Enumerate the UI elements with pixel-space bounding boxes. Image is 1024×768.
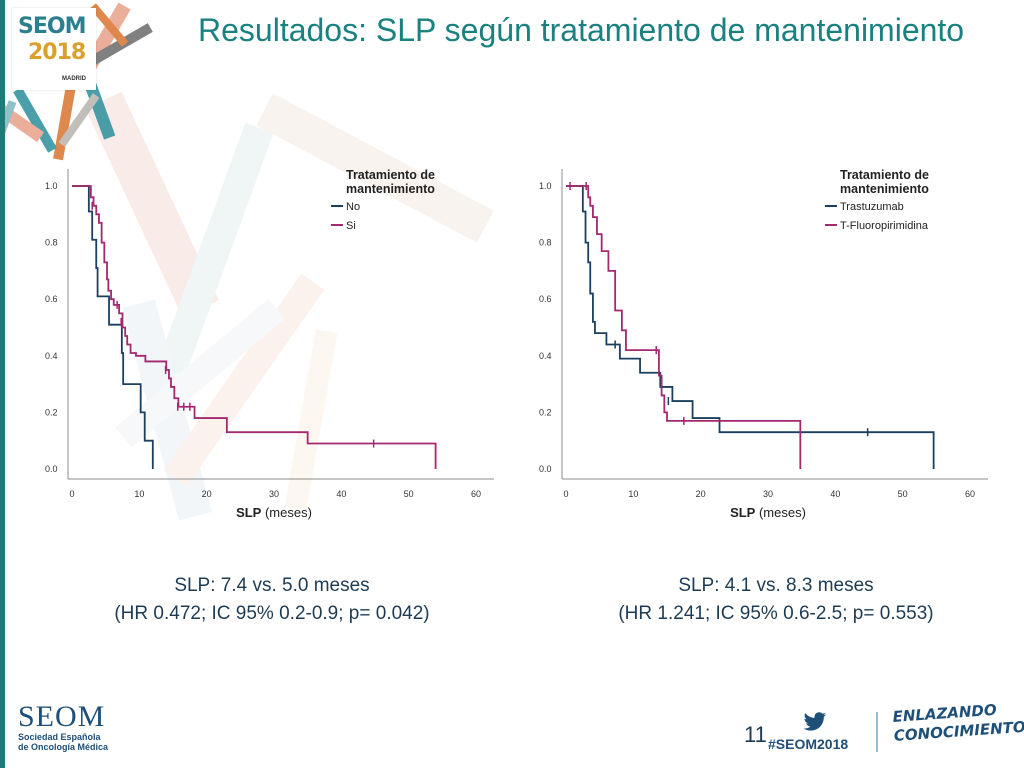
y-tick-label: 0.0: [539, 464, 552, 474]
y-tick-label: 1.0: [45, 181, 58, 191]
legend-label: No: [346, 201, 360, 213]
x-tick-label: 10: [628, 489, 638, 499]
legend-label: Si: [346, 220, 356, 232]
hashtag-link[interactable]: #SEOM2018: [768, 736, 849, 752]
x-tick-label: 0: [563, 489, 568, 499]
km-chart-right: 0.0 0.2 0.4 0.6 0.8 1.0 0 10 20 30 40 50 60 SLP (mese…: [539, 168, 988, 520]
twitter-bird-icon: [803, 712, 826, 731]
page-number: 11: [744, 722, 767, 747]
society-name: SEOM: [18, 700, 106, 733]
y-tick-label: 0.4: [45, 351, 58, 361]
x-axis-label: SLP (meses): [730, 505, 806, 520]
footer-divider: [876, 712, 878, 752]
summary-left-line1: SLP: 7.4 vs. 5.0 meses: [174, 575, 370, 596]
summary-right: SLP: 4.1 vs. 8.3 meses (HR 1.241; IC 95%…: [556, 572, 996, 628]
left-accent-bar: [0, 0, 5, 768]
seom-society-logo: SEOM Sociedad Española de Oncología Médi…: [18, 700, 109, 753]
summary-left-line2: (HR 0.472; IC 95% 0.2-0.9; p= 0.042): [114, 603, 430, 624]
summary-right-line1: SLP: 4.1 vs. 8.3 meses: [678, 575, 874, 596]
society-line2: de Oncología Médica: [18, 742, 109, 752]
km-curve-trastuzumab: [566, 185, 935, 469]
x-tick-label: 40: [830, 489, 840, 499]
x-tick-label: 30: [763, 489, 773, 499]
legend-title: Tratamiento de: [346, 168, 435, 182]
y-tick-label: 0.8: [539, 238, 552, 248]
logo-city: MADRID: [62, 76, 86, 82]
logo-brand: SEOM: [18, 14, 86, 39]
logo-year: 2018: [28, 40, 86, 65]
x-tick-label: 20: [696, 489, 706, 499]
slide-title: Resultados: SLP según tratamiento de man…: [198, 12, 965, 48]
y-tick-label: 0.6: [539, 294, 552, 304]
y-tick-label: 0.8: [45, 238, 58, 248]
seom-2018-logo: SEOM 2018 MADRID: [12, 8, 96, 90]
x-axis-label: SLP (meses): [236, 505, 312, 520]
x-tick-label: 10: [134, 489, 144, 499]
km-curve-no: [72, 185, 154, 469]
legend-title: mantenimiento: [840, 182, 929, 196]
y-tick-label: 0.2: [45, 407, 58, 417]
x-tick-label: 50: [898, 489, 908, 499]
x-tick-label: 20: [202, 489, 212, 499]
y-tick-label: 0.6: [45, 294, 58, 304]
km-curve-t-fluoropirimidina: [566, 185, 802, 469]
legend-label: Trastuzumab: [840, 201, 904, 213]
x-tick-label: 0: [69, 489, 74, 499]
x-tick-label: 30: [269, 489, 279, 499]
summary-right-line2: (HR 1.241; IC 95% 0.6-2.5; p= 0.553): [618, 603, 934, 624]
km-curve-si: [72, 185, 437, 469]
legend-title: mantenimiento: [346, 182, 435, 196]
x-tick-label: 60: [965, 489, 975, 499]
society-line1: Sociedad Española: [18, 732, 101, 742]
legend-label: T-Fluoropirimidina: [840, 220, 929, 232]
x-tick-label: 50: [404, 489, 414, 499]
y-tick-label: 0.4: [539, 351, 552, 361]
km-chart-left: 0.0 0.2 0.4 0.6 0.8 1.0 0 10 20 30 40 50 60 SLP (mese…: [45, 168, 494, 520]
legend-title: Tratamiento de: [840, 168, 929, 182]
summary-left: SLP: 7.4 vs. 5.0 meses (HR 0.472; IC 95%…: [52, 572, 492, 628]
y-tick-label: 0.0: [45, 464, 58, 474]
y-tick-label: 0.2: [539, 407, 552, 417]
y-tick-label: 1.0: [539, 181, 552, 191]
x-tick-label: 60: [471, 489, 481, 499]
x-tick-label: 40: [336, 489, 346, 499]
